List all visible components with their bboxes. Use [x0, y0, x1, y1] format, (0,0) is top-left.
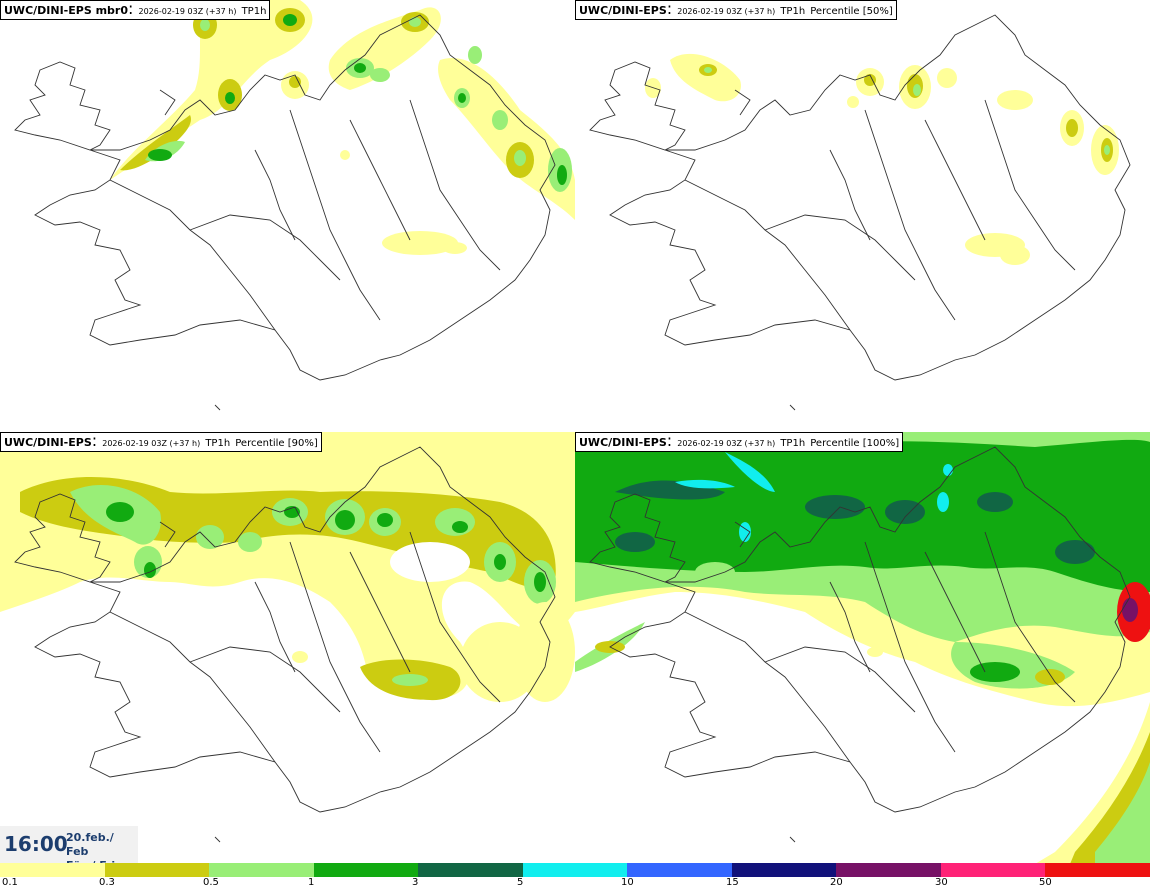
- colorbar-tick-label: 20: [830, 877, 843, 888]
- colorbar-segment: [940, 863, 1046, 877]
- colorbar-segment: [0, 863, 105, 877]
- colorbar-segment: [1045, 863, 1150, 877]
- precip-colorbar: [0, 863, 1150, 877]
- precip-map: [14, 0, 575, 411]
- run-time: 2026-02-19 03Z (+37 h): [102, 439, 201, 448]
- precip-map: [0, 432, 575, 843]
- valid-date-line1: 20.feb./ Feb: [66, 831, 114, 858]
- iceland-coastline: [589, 446, 1131, 843]
- percentile-label: Percentile [100%]: [810, 438, 900, 449]
- colorbar-tick-label: 1: [308, 877, 315, 888]
- iceland-coastline: [14, 14, 556, 411]
- field-name: TP1h: [205, 438, 231, 449]
- colorbar-segment: [731, 863, 837, 877]
- field-name: TP1h: [780, 6, 806, 17]
- colorbar-segment: [418, 863, 523, 877]
- field-name: TP1h: [780, 438, 806, 449]
- iceland-coastline: [14, 446, 556, 843]
- panel-title: UWC/DINI-EPS: 2026-02-19 03Z (+37 h) TP1…: [0, 432, 322, 452]
- map-panel-p90: UWC/DINI-EPS: 2026-02-19 03Z (+37 h) TP1…: [0, 432, 575, 864]
- colorbar-tick-label: 0.1: [2, 877, 18, 888]
- colorbar-tick-label: 15: [726, 877, 739, 888]
- percentile-label: Percentile [90%]: [235, 438, 318, 449]
- colorbar-segment: [313, 863, 419, 877]
- run-time: 2026-02-19 03Z (+37 h): [138, 7, 237, 16]
- map-panel-p50: UWC/DINI-EPS: 2026-02-19 03Z (+37 h) TP1…: [575, 0, 1150, 432]
- model-name: UWC/DINI-EPS mbr0: [4, 4, 128, 17]
- colorbar-segment: [522, 863, 628, 877]
- run-time: 2026-02-19 03Z (+37 h): [677, 439, 776, 448]
- model-name: UWC/DINI-EPS: [579, 436, 667, 449]
- panel-title: UWC/DINI-EPS mbr0: 2026-02-19 03Z (+37 h…: [0, 0, 271, 20]
- valid-time: 16:00: [4, 832, 68, 856]
- valid-time-box: 16:00 20.feb./ Feb Fös./ Fri: [0, 826, 138, 872]
- map-panel-mbr0: UWC/DINI-EPS mbr0: 2026-02-19 03Z (+37 h…: [0, 0, 575, 432]
- colorbar-ticks: 0.1 0.3 0.5 1 3 5 10 15 20 30 50: [0, 877, 1150, 891]
- colorbar-tick-label: 5: [517, 877, 524, 888]
- colorbar-segment: [836, 863, 941, 877]
- precip-field: [110, 0, 575, 255]
- panel-title: UWC/DINI-EPS: 2026-02-19 03Z (+37 h) TP1…: [575, 432, 904, 452]
- precip-field: [575, 432, 1150, 864]
- colorbar-tick-label: 30: [935, 877, 948, 888]
- colorbar-segment: [209, 863, 314, 877]
- precip-map: [589, 14, 1131, 411]
- iceland-coastline: [589, 14, 1131, 411]
- panel-title: UWC/DINI-EPS: 2026-02-19 03Z (+37 h) TP1…: [575, 0, 897, 20]
- run-time: 2026-02-19 03Z (+37 h): [677, 7, 776, 16]
- model-name: UWC/DINI-EPS: [4, 436, 92, 449]
- precip-map: [575, 432, 1150, 864]
- precip-field: [645, 53, 1119, 265]
- colorbar-segment: [627, 863, 732, 877]
- model-name: UWC/DINI-EPS: [579, 4, 667, 17]
- field-name: TP1h: [241, 6, 267, 17]
- colorbar-tick-label: 0.3: [99, 877, 115, 888]
- colorbar-tick-label: 3: [412, 877, 419, 888]
- percentile-label: Percentile [50%]: [810, 6, 893, 17]
- colorbar-tick-label: 10: [621, 877, 634, 888]
- colorbar-segment: [104, 863, 210, 877]
- precip-field: [0, 432, 575, 702]
- map-panel-p100: UWC/DINI-EPS: 2026-02-19 03Z (+37 h) TP1…: [575, 432, 1150, 864]
- colorbar-tick-label: 50: [1039, 877, 1052, 888]
- colorbar-tick-label: 0.5: [203, 877, 219, 888]
